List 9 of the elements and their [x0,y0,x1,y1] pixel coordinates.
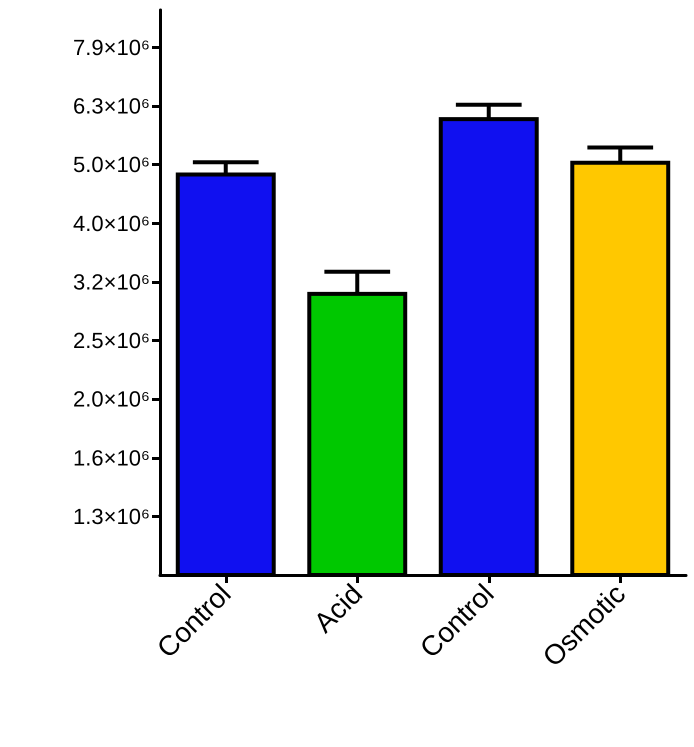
y-tick-label: 1.3×10⁶ [73,504,150,529]
y-tick-label: 1.6×10⁶ [73,445,150,470]
y-tick-label: 3.2×10⁶ [73,269,150,294]
y-tick-label: 2.0×10⁶ [73,386,150,412]
y-tick-label: 4.0×10⁶ [73,210,150,236]
y-tick-label: 7.9×10⁶ [73,34,150,60]
y-tick-label: 2.5×10⁶ [73,328,150,354]
y-tick-label: 6.3×10⁶ [73,94,150,119]
y-tick-label: 5.0×10⁶ [73,152,150,178]
